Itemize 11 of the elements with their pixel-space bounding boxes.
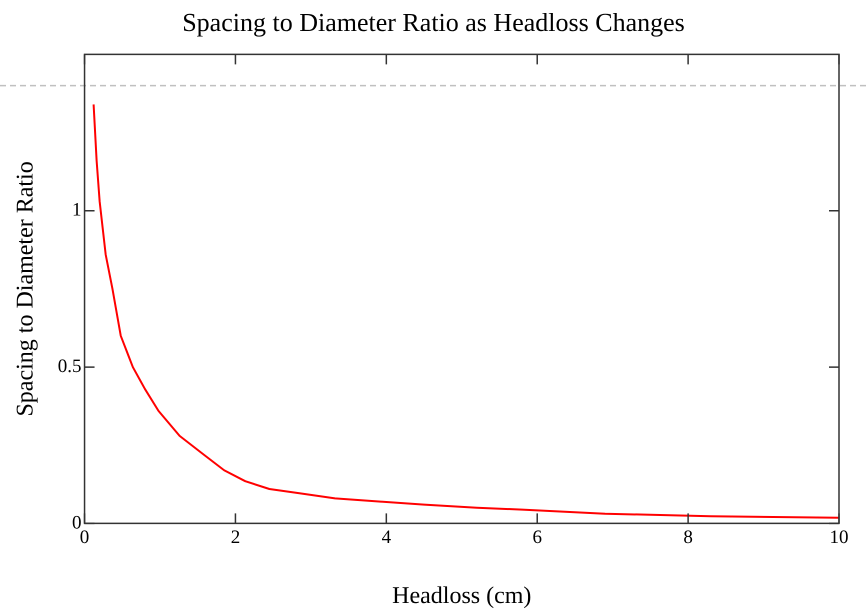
x-tick-label: 6 <box>532 526 542 548</box>
chart-title: Spacing to Diameter Ratio as Headloss Changes <box>181 8 686 38</box>
y-tick-label: 1 <box>72 200 82 221</box>
x-axis-title: Headloss (cm) <box>392 582 532 609</box>
x-tick-label: 4 <box>382 526 392 548</box>
y-tick-label: 0.5 <box>58 356 82 378</box>
x-tick-label: 2 <box>230 526 240 548</box>
x-tick-label: 8 <box>683 526 693 548</box>
y-tick-label: 0 <box>72 512 82 534</box>
y-axis-title: Spacing to Diameter Ratio <box>12 161 39 417</box>
x-tick-label: 10 <box>830 526 848 548</box>
